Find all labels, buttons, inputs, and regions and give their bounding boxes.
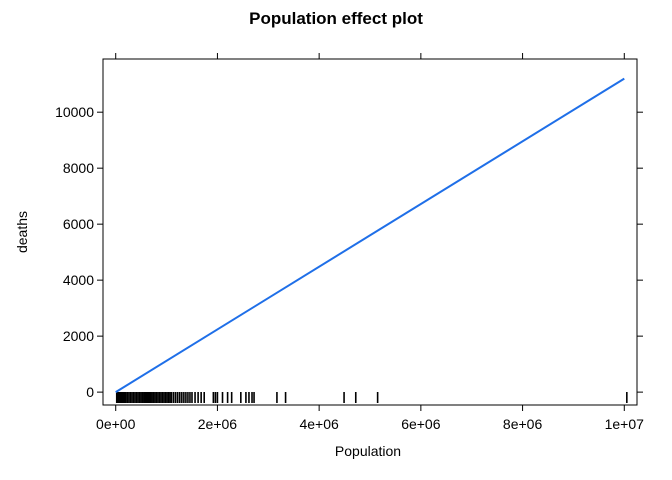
y-tick-label: 0 (86, 384, 94, 400)
plot-frame (102, 58, 638, 406)
y-tick-label: 8000 (63, 160, 94, 176)
y-tick-label: 6000 (63, 216, 94, 232)
x-axis-label: Population (335, 443, 401, 459)
series-group (115, 77, 625, 393)
rug-marks (115, 392, 628, 403)
y-tick-label: 10000 (55, 104, 94, 120)
x-tick-label: 0e+00 (96, 416, 136, 432)
y-tick-label: 2000 (63, 328, 94, 344)
y-tick-label: 4000 (63, 272, 94, 288)
series-line (115, 77, 625, 393)
x-axis: 0e+00 2e+06 4e+06 6e+06 8e+06 1e+07 (96, 53, 644, 432)
x-tick-label: 4e+06 (299, 416, 339, 432)
y-axis-label: deaths (14, 211, 30, 253)
y-axis: 0 2000 4000 6000 8000 10000 (55, 104, 643, 400)
x-tick-label: 2e+06 (198, 416, 238, 432)
x-tick-label: 1e+07 (605, 416, 645, 432)
x-tick-label: 8e+06 (503, 416, 543, 432)
chart-title: Population effect plot (249, 9, 423, 28)
x-tick-label: 6e+06 (401, 416, 441, 432)
